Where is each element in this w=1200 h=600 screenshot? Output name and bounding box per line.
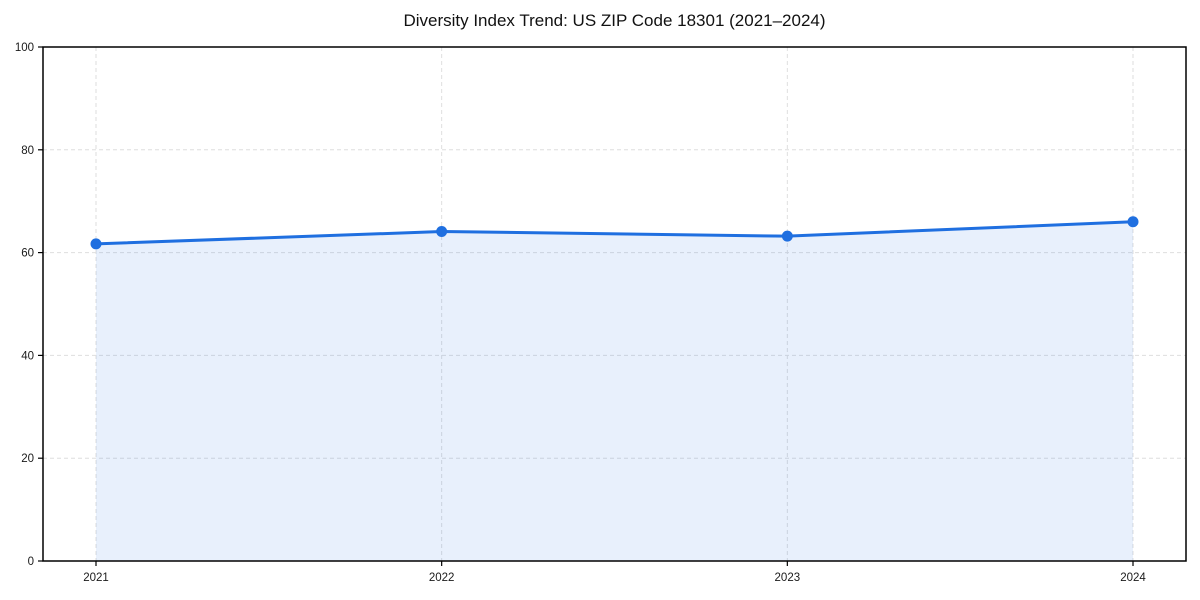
y-axis-tick-label: 20 [21,453,34,465]
x-axis-tick-label: 2021 [83,572,109,584]
data-point [90,238,102,250]
chart-title: Diversity Index Trend: US ZIP Code 18301… [403,11,826,30]
area-fill [96,221,1133,561]
plot-border [42,46,1187,562]
x-axis-tick-label: 2024 [1120,572,1146,584]
y-axis-tick-label: 0 [28,556,34,568]
x-axis-tick-label: 2022 [429,572,455,584]
y-axis-tick-label: 100 [15,42,34,54]
data-point [436,226,448,238]
y-axis-tick-label: 60 [21,248,34,260]
trend-line [94,220,1135,246]
data-point [781,230,793,242]
y-axis-tick-label: 80 [21,145,34,157]
x-axis-tick-label: 2023 [775,572,801,584]
y-axis-tick-label: 40 [21,350,34,362]
data-point [1127,216,1139,228]
